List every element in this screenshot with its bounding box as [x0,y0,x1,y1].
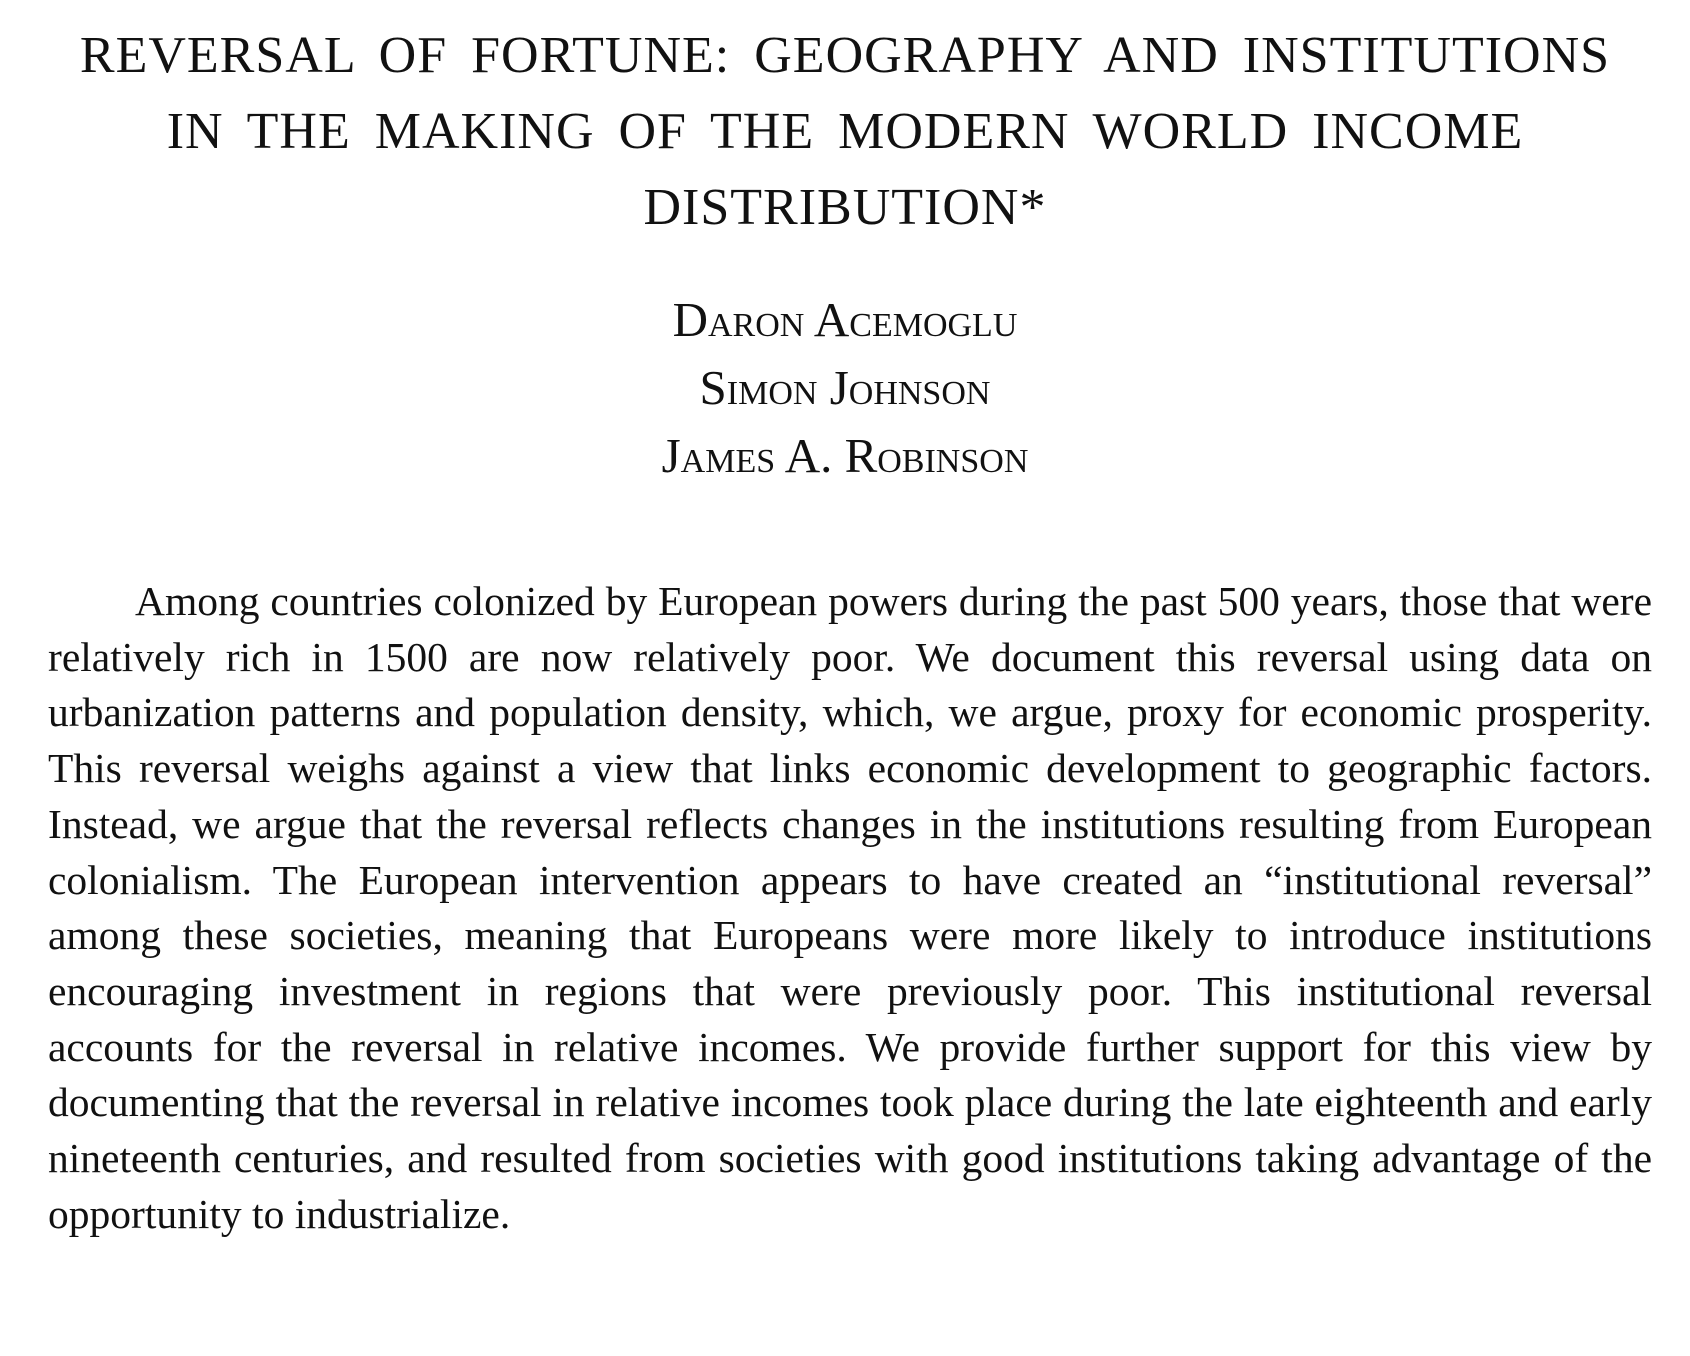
abstract-paragraph: Among countries colonized by European po… [48,578,1652,1237]
author-name: Simon Johnson [699,360,991,415]
author-name: James A. Robinson [661,428,1029,483]
author-name: Daron Acemoglu [672,292,1018,347]
author-list: Daron Acemoglu Simon Johnson James A. Ro… [0,286,1690,490]
paper-title: REVERSAL OF FORTUNE: GEOGRAPHY AND INSTI… [79,27,1611,236]
